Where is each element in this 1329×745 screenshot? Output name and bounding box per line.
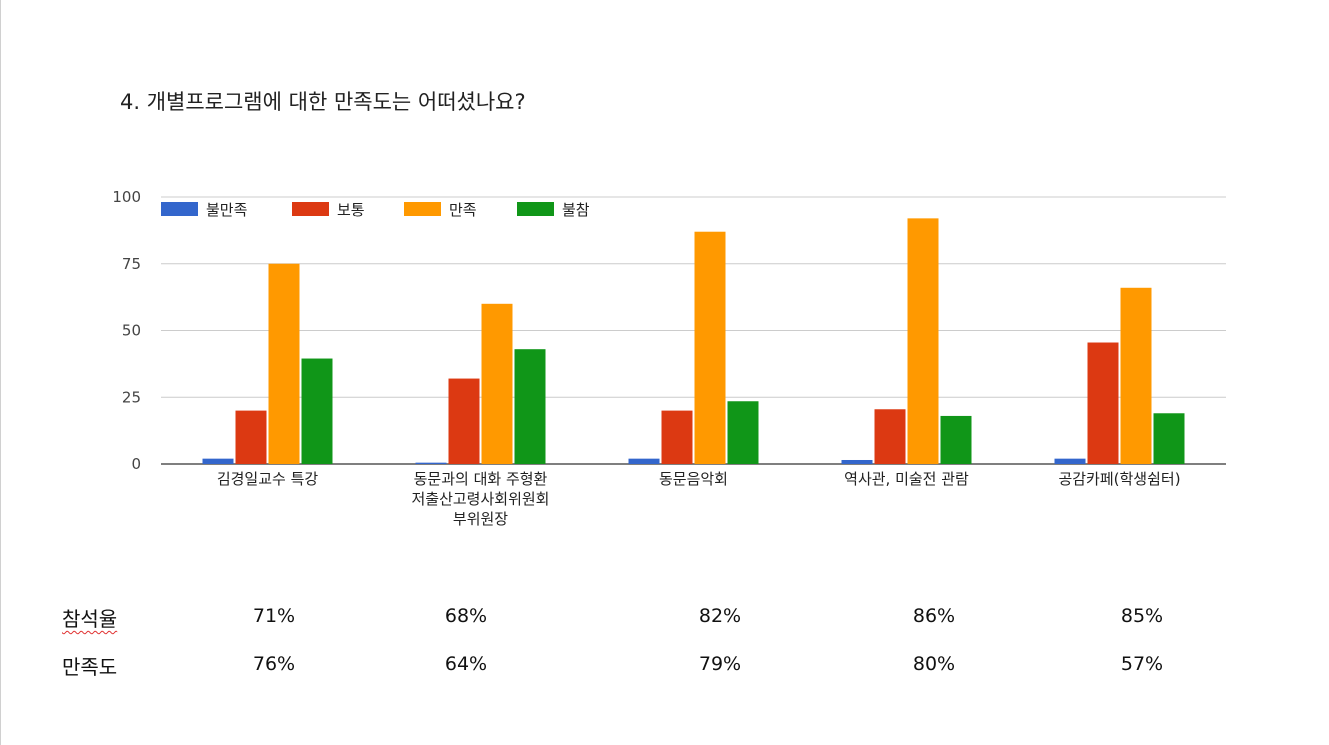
attendance-row-label: 참석율 [62,607,118,631]
attendance-value: 68% [444,605,488,627]
bar [415,462,447,464]
y-tick-label: 75 [122,255,141,273]
x-tick-label: 부위원장 [453,510,508,528]
bar [940,415,972,464]
y-tick-label: 25 [122,388,141,406]
legend-label: 불참 [562,201,590,219]
page-left-border [0,0,1,745]
satisfaction-value: 80% [912,653,956,675]
bar [907,218,939,464]
x-tick-label: 저출산고령사회위원회 [411,490,549,508]
attendance-value: 85% [1120,605,1164,627]
chart-bars [202,218,1185,464]
bar [1087,342,1119,464]
chart-legend: 불만족 보통 만족 불참 [161,201,590,219]
attendance-value: 86% [912,605,956,627]
bar [661,410,693,464]
bar [202,458,234,464]
x-tick-label: 공감카페(학생쉼터) [1058,470,1180,488]
attendance-value: 82% [698,605,742,627]
legend-label: 만족 [449,201,477,219]
satisfaction-value: 79% [698,653,742,675]
satisfaction-row-label: 만족도 [62,655,118,679]
bar [694,231,726,464]
bar [1153,413,1185,464]
bar [628,458,660,464]
y-tick-label: 0 [131,455,141,473]
x-tick-label: 김경일교수 특강 [217,470,319,488]
satisfaction-value: 76% [252,653,296,675]
bar [727,401,759,464]
legend-swatch [292,202,329,216]
satisfaction-value: 64% [444,653,488,675]
bar [268,263,300,464]
legend-label: 보통 [337,201,365,219]
bar [235,410,267,464]
bar [301,358,333,464]
bar [448,378,480,464]
chart-title: 4. 개별프로그램에 대한 만족도는 어떠셨나요? [120,90,526,114]
y-tick-label: 50 [122,322,141,340]
x-tick-label: 동문음악회 [659,470,728,488]
x-tick-label: 동문과의 대화 주형환 [414,470,548,488]
x-tick-label: 역사관, 미술전 관람 [844,470,969,488]
legend-label: 불만족 [206,201,248,219]
legend-swatch [161,202,198,216]
bar [874,409,906,464]
chart-grid: 0 25 50 75 100 [112,188,1226,473]
legend-swatch [517,202,554,216]
satisfaction-value: 57% [1120,653,1164,675]
legend-swatch [404,202,441,216]
y-tick-label: 100 [112,188,141,206]
bar [841,459,873,464]
bar [1054,458,1086,464]
attendance-value: 71% [252,605,296,627]
bar [1120,287,1152,464]
bar [514,349,546,464]
bar [481,303,513,464]
